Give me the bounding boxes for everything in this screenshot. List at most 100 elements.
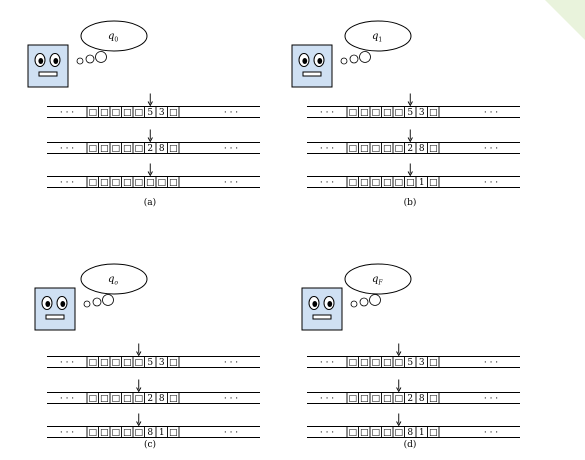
tape-cell: □	[169, 144, 178, 154]
tape-cell: □	[111, 108, 120, 118]
tape-cell: 5	[147, 358, 153, 368]
tape-cell: □	[134, 178, 143, 188]
tape-cell: □	[348, 108, 357, 118]
tape-ellipsis-left: · · ·	[320, 178, 334, 188]
tape-cell: □	[360, 108, 369, 118]
tape-ellipsis-right: · · ·	[484, 394, 498, 404]
tape-2: · · · · · ·□ □ □ □ □ 2 8 □	[47, 379, 260, 404]
tape-cell: □	[134, 144, 143, 154]
tape-cell: □	[394, 108, 403, 118]
tape-cell: □	[169, 394, 178, 404]
tape-cell: □	[394, 358, 403, 368]
head-arrow-icon	[136, 421, 142, 427]
tape-cell: □	[100, 394, 109, 404]
tape-cell: 8	[159, 144, 165, 154]
tape-1: · · · · · ·□ □ □ □ □ 5 3 □	[47, 93, 260, 118]
tape-cell: □	[123, 144, 132, 154]
tape-cell: □	[169, 428, 178, 438]
tape-ellipsis-right: · · ·	[224, 178, 238, 188]
panel-caption: (d)	[404, 439, 417, 450]
tape-cell: □	[383, 108, 392, 118]
tape-ellipsis-left: · · ·	[320, 108, 334, 118]
tape-ellipsis-right: · · ·	[484, 428, 498, 438]
thought-dot-small	[76, 57, 84, 65]
tape-cell: □	[123, 394, 132, 404]
panel-d: qF· · · · · ·□ □ □ □ □ 5 3 □· · · · · ·□ □ □ □ □ 2 8 □· …	[301, 263, 520, 450]
thought-bubble	[344, 263, 412, 295]
tape-cell: □	[394, 144, 403, 154]
thought-dot-small	[340, 57, 348, 65]
tape-cell: □	[100, 358, 109, 368]
thought-dot-medium	[92, 297, 102, 307]
thought-dot-medium	[85, 54, 95, 64]
tape-cell: □	[371, 394, 380, 404]
tape-cell: 1	[419, 428, 425, 438]
tape-cell: □	[429, 428, 438, 438]
pupil-icon	[60, 301, 66, 307]
tape-ellipsis-right: · · ·	[224, 394, 238, 404]
tape-cell: 2	[147, 144, 153, 154]
head-arrow-icon	[396, 387, 402, 393]
panel-caption: (a)	[144, 197, 156, 208]
panel-b: q1· · · · · ·□ □ □ □ □ 5 3 □· · · · · ·□ □ □ □ □ 2 8 □· …	[291, 20, 520, 208]
tape-ellipsis-right: · · ·	[484, 144, 498, 154]
tape-cell: □	[394, 394, 403, 404]
head-arrow-icon	[407, 171, 413, 177]
tape-cell: 2	[407, 394, 413, 404]
tape-ellipsis-right: · · ·	[224, 144, 238, 154]
tape-cell: □	[394, 428, 403, 438]
thought-dot-small	[83, 300, 91, 308]
pupil-icon	[317, 58, 323, 64]
tape-cell: □	[88, 358, 97, 368]
tape-cell: □	[348, 178, 357, 188]
thought-bubble	[80, 263, 148, 295]
tape-cell: □	[111, 178, 120, 188]
state-symbol: q	[108, 31, 114, 42]
state-label: q1	[372, 31, 382, 44]
head-arrow-icon	[147, 101, 153, 107]
robot-face	[34, 287, 76, 331]
tape-cell: □	[383, 178, 392, 188]
panel-a: q0· · · · · ·□ □ □ □ □ 5 3 □· · · · · ·□ □ □ □ □ 2 8 □· …	[27, 20, 260, 208]
tape-cell: □	[100, 108, 109, 118]
state-subscript: F	[377, 280, 383, 287]
panel-caption: (c)	[144, 439, 156, 450]
tape-cell: □	[383, 144, 392, 154]
state-symbol: q	[108, 274, 114, 285]
head-arrow-icon	[136, 387, 142, 393]
tape-cell: □	[111, 428, 120, 438]
tape-cell: □	[429, 358, 438, 368]
head-arrow-icon	[407, 137, 413, 143]
thought-dot-large	[95, 51, 107, 63]
tape-cell: □	[348, 428, 357, 438]
state-subscript: 1	[378, 37, 382, 44]
tape-cell: 2	[407, 144, 413, 154]
tape-cell: □	[134, 394, 143, 404]
tape-ellipsis-left: · · ·	[60, 178, 74, 188]
tape-1: · · · · · ·□ □ □ □ □ 5 3 □	[47, 343, 260, 368]
tape-cell: □	[123, 108, 132, 118]
tape-cell: □	[371, 144, 380, 154]
tape-cell: 8	[147, 428, 153, 438]
tape-cell: □	[429, 394, 438, 404]
thought-dot-medium	[349, 54, 359, 64]
head-arrow-icon	[396, 421, 402, 427]
tape-cell: □	[88, 394, 97, 404]
tape-cell: □	[360, 144, 369, 154]
state-label: q0	[108, 31, 118, 44]
tape-ellipsis-left: · · ·	[60, 358, 74, 368]
tape-ellipsis-right: · · ·	[484, 358, 498, 368]
head-arrow-icon	[396, 351, 402, 357]
panel-caption: (b)	[404, 197, 417, 208]
tape-cell: □	[111, 358, 120, 368]
tape-cell: □	[134, 428, 143, 438]
tape-cell: □	[394, 178, 403, 188]
tape-cell: □	[146, 178, 155, 188]
tape-cell: □	[371, 428, 380, 438]
tape-cell: □	[134, 108, 143, 118]
thought-dot-small	[350, 300, 358, 308]
tape-cell: □	[348, 144, 357, 154]
head-arrow-icon	[147, 137, 153, 143]
tape-ellipsis-left: · · ·	[320, 394, 334, 404]
